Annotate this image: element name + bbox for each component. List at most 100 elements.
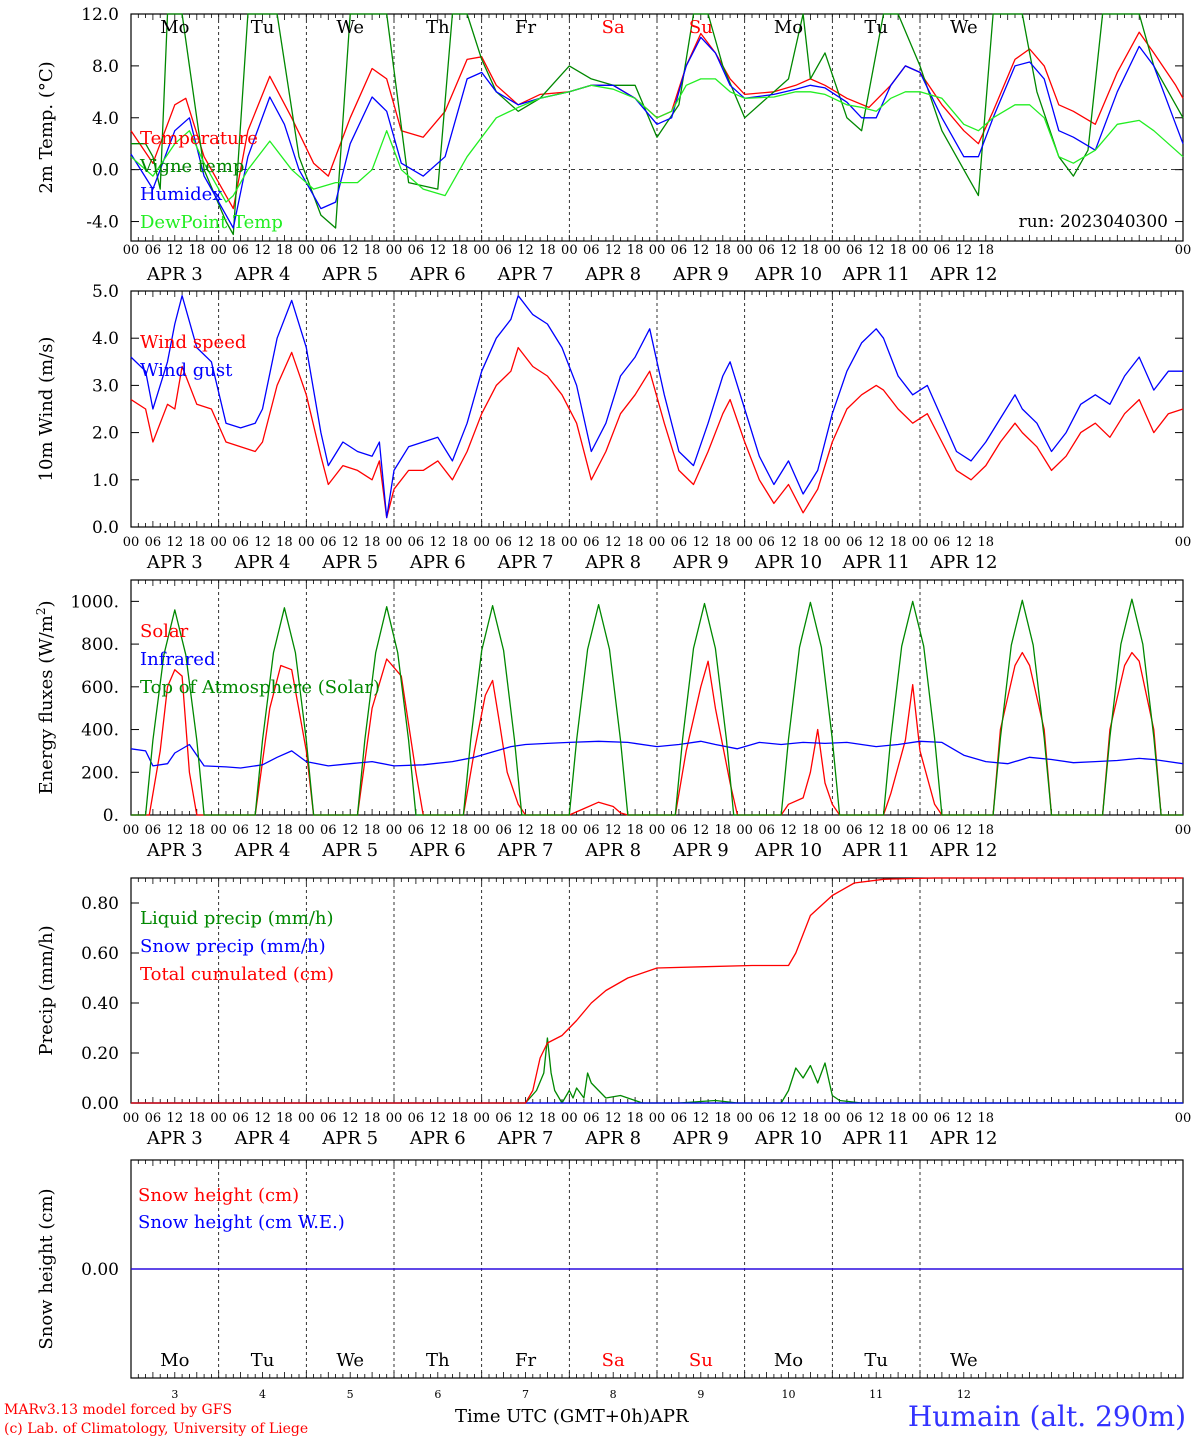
x-hour-tick: 18 xyxy=(188,823,205,838)
x-hour-tick: 12 xyxy=(254,1111,271,1126)
bottom-weekday-label: Su xyxy=(689,1350,713,1371)
x-hour-tick: 12 xyxy=(868,1111,885,1126)
x-hour-tick: 06 xyxy=(846,1111,863,1126)
x-date-label: APR 3 xyxy=(146,840,203,861)
y-tick-label: -4.0 xyxy=(86,213,119,233)
x-hour-tick: 12 xyxy=(693,1111,710,1126)
x-hour-tick: 06 xyxy=(671,1111,688,1126)
x-hour-tick: 12 xyxy=(517,823,534,838)
x-hour-tick: 00 xyxy=(123,1111,140,1126)
series-line-solar xyxy=(131,651,1183,816)
legend-entry: Vigne temp xyxy=(139,156,244,177)
series-line-total-cumulated-cm- xyxy=(131,877,1183,1104)
y-tick-label: 0.0 xyxy=(92,518,119,538)
x-hour-tick: 06 xyxy=(671,823,688,838)
x-hour-tick: 18 xyxy=(977,823,994,838)
y-tick-label: 800. xyxy=(81,635,119,655)
weekday-label: Th xyxy=(426,17,450,38)
x-hour-tick: 12 xyxy=(956,823,973,838)
x-hour-tick: 06 xyxy=(583,535,600,550)
x-hour-tick: 00 xyxy=(824,823,841,838)
x-hour-tick: 18 xyxy=(890,823,907,838)
weekday-label: Fr xyxy=(515,17,536,38)
x-hour-tick: 18 xyxy=(451,243,468,258)
x-hour-tick: 12 xyxy=(167,823,184,838)
panel-1: -4.0 0.0 4.0 8.0 12.0 2m Temp. (°C) Temperatur… xyxy=(36,5,1191,285)
station-name: Humain (alt. 290m) xyxy=(907,1400,1186,1433)
x-hour-tick: 18 xyxy=(188,243,205,258)
x-hour-tick: 12 xyxy=(868,243,885,258)
x-hour-tick: 12 xyxy=(693,535,710,550)
x-date-label: APR 5 xyxy=(321,1128,378,1149)
x-hour-tick: 06 xyxy=(232,535,249,550)
x-hour-tick: 00 xyxy=(386,823,403,838)
x-hour-tick: 06 xyxy=(758,823,775,838)
x-hour-tick: 00 xyxy=(561,823,578,838)
x-date-label: APR 9 xyxy=(672,840,729,861)
x-hour-tick: 12 xyxy=(517,243,534,258)
x-date-label: APR 8 xyxy=(584,552,641,573)
x-date-label: APR 11 xyxy=(842,840,910,861)
x-hour-tick: 18 xyxy=(890,535,907,550)
y-tick-label: 1.0 xyxy=(92,471,119,491)
weekday-label: We xyxy=(336,17,364,38)
x-hour-tick: 12 xyxy=(430,823,447,838)
series-line-wind-speed xyxy=(130,346,1184,519)
x-hour-tick: 18 xyxy=(364,535,381,550)
y-tick-label: 0. xyxy=(103,806,119,826)
x-hour-tick: 18 xyxy=(627,535,644,550)
x-date-label: APR 3 xyxy=(146,264,203,285)
weekday-label: Su xyxy=(689,17,713,38)
y-axis-label: 10m Wind (m/s) xyxy=(36,337,57,482)
x-hour-tick: 06 xyxy=(145,535,162,550)
weekday-label: Sa xyxy=(602,17,625,38)
legend-entry: Liquid precip (mm/h) xyxy=(140,908,334,929)
x-hour-tick: 00 xyxy=(123,823,140,838)
x-hour-tick: 18 xyxy=(802,535,819,550)
legend-entry: Wind gust xyxy=(140,360,233,381)
x-hour-tick: 18 xyxy=(714,243,731,258)
panel-3: 0. 200. 400. 600. 800. 1000. Energy fluxes (W/… xyxy=(34,579,1191,861)
x-hour-tick: 00 xyxy=(912,243,929,258)
x-hour-tick: 12 xyxy=(780,535,797,550)
panel-4: 0.00 0.20 0.40 0.60 0.80 Precip (mm/h) Liquid … xyxy=(36,877,1191,1149)
x-hour-tick: 00 xyxy=(1175,243,1192,258)
series-line-infrared xyxy=(130,740,1184,769)
x-hour-tick: 12 xyxy=(254,243,271,258)
x-date-label: APR 10 xyxy=(754,552,822,573)
x-date-label: APR 7 xyxy=(497,264,554,285)
legend-entry: Snow height (cm W.E.) xyxy=(138,1212,345,1233)
x-hour-tick: 00 xyxy=(649,823,666,838)
day-number: 4 xyxy=(259,1388,266,1401)
x-hour-tick: 12 xyxy=(605,243,622,258)
x-date-label: APR 4 xyxy=(234,840,291,861)
x-date-label: APR 6 xyxy=(409,1128,466,1149)
x-hour-tick: 06 xyxy=(232,1111,249,1126)
x-hour-tick: 12 xyxy=(342,823,359,838)
series-line-top-of-atmosphere-solar- xyxy=(131,598,1183,816)
credit-line-1: MARv3.13 model forced by GFS xyxy=(4,1402,233,1418)
x-hour-tick: 00 xyxy=(298,535,315,550)
x-date-label: APR 11 xyxy=(842,552,910,573)
x-hour-tick: 06 xyxy=(846,823,863,838)
x-hour-tick: 00 xyxy=(473,243,490,258)
x-hour-tick: 12 xyxy=(430,535,447,550)
x-hour-tick: 12 xyxy=(605,1111,622,1126)
x-hour-tick: 18 xyxy=(539,535,556,550)
x-hour-tick: 00 xyxy=(736,243,753,258)
x-date-label: APR 12 xyxy=(929,840,997,861)
y-tick-label: 0.60 xyxy=(81,944,119,964)
x-axis-title-text: Time UTC (GMT+0h) xyxy=(455,1406,650,1427)
x-hour-tick: 06 xyxy=(934,823,951,838)
x-hour-tick: 12 xyxy=(342,535,359,550)
x-date-label: APR 5 xyxy=(321,264,378,285)
x-hour-tick: 12 xyxy=(342,243,359,258)
x-hour-tick: 00 xyxy=(736,535,753,550)
x-hour-tick: 18 xyxy=(364,1111,381,1126)
x-hour-tick: 12 xyxy=(342,1111,359,1126)
legend-entry: DewPoint Temp xyxy=(140,212,283,233)
x-axis-month: APR xyxy=(649,1406,689,1427)
x-hour-tick: 00 xyxy=(824,243,841,258)
x-date-label: APR 5 xyxy=(321,840,378,861)
x-date-label: APR 9 xyxy=(672,264,729,285)
